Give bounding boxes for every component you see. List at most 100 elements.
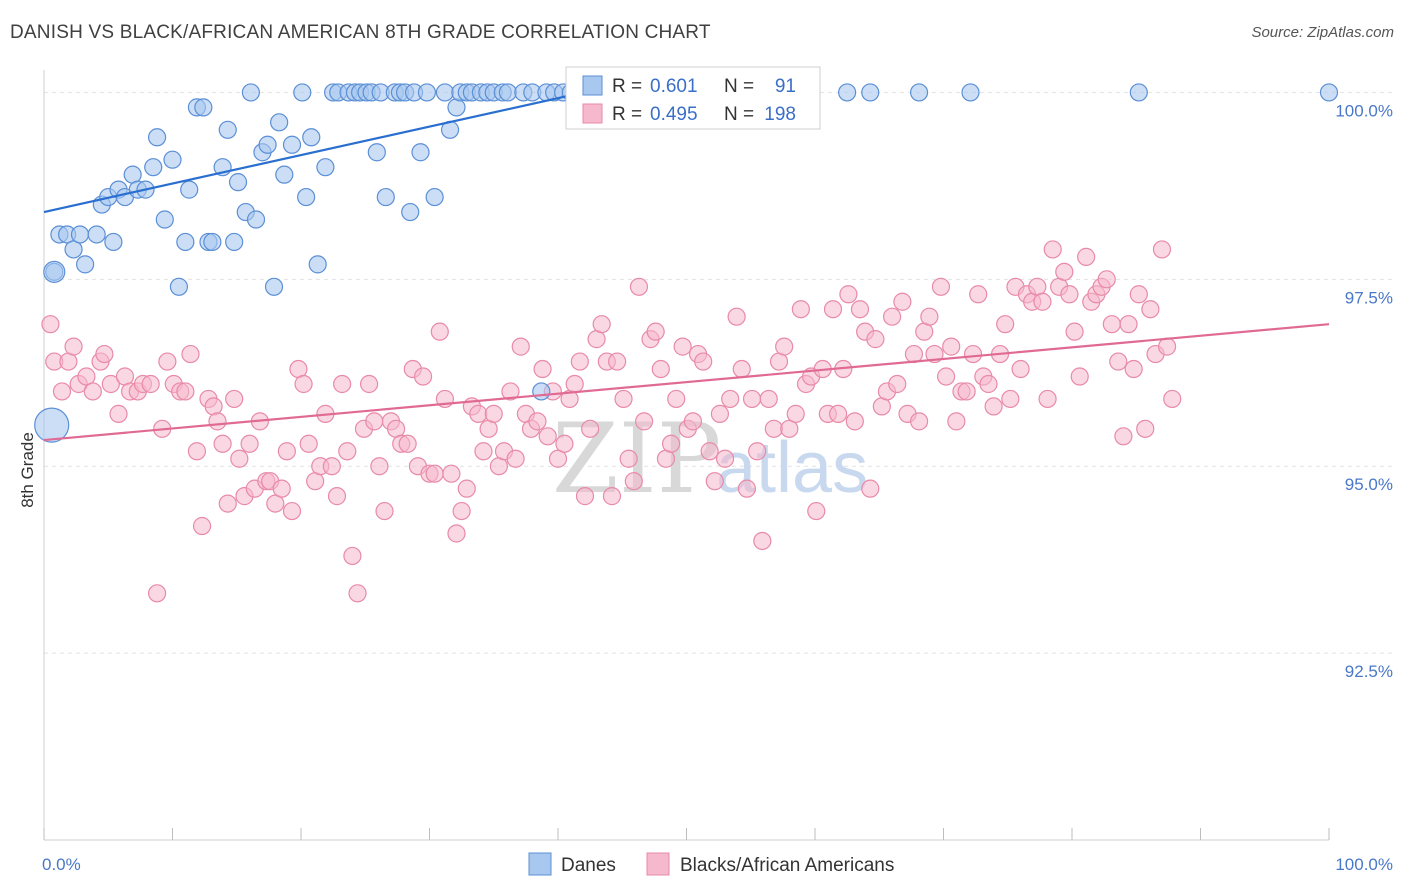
data-point-danes: [264, 277, 284, 296]
data-point-danes: [417, 83, 437, 102]
legend-r-label-blacks: R =: [612, 104, 642, 125]
data-point-blacks: [780, 419, 799, 438]
y-tick-label: 92.5%: [1345, 662, 1393, 681]
data-point-blacks: [348, 584, 367, 603]
data-point-danes-large: [34, 407, 70, 443]
data-point-danes: [76, 255, 95, 274]
data-point-blacks: [957, 382, 976, 401]
data-point-blacks: [1065, 322, 1084, 341]
data-point-blacks: [208, 412, 227, 431]
data-point-danes: [293, 83, 312, 102]
data-point-blacks: [742, 389, 762, 409]
data-point-blacks: [661, 434, 681, 453]
data-point-blacks: [158, 352, 177, 371]
x-tick-label: 100.0%: [1335, 855, 1393, 874]
data-point-danes: [838, 83, 857, 102]
data-point-blacks: [294, 374, 313, 394]
data-point-blacks: [845, 412, 864, 431]
legend-n-label-blacks: N =: [724, 104, 754, 125]
data-point-blacks: [343, 546, 362, 566]
data-point-blacks: [272, 479, 291, 498]
data-point-blacks: [1136, 419, 1155, 438]
data-point-blacks: [969, 285, 988, 304]
data-point-blacks: [839, 285, 858, 304]
data-point-danes: [282, 135, 302, 154]
data-point-blacks: [575, 487, 595, 506]
grid-lines: [44, 91, 1394, 654]
data-point-blacks: [277, 442, 296, 461]
data-point-blacks: [931, 277, 951, 296]
data-point-danes: [447, 98, 466, 117]
data-point-blacks: [77, 367, 96, 386]
data-point-blacks: [732, 359, 751, 379]
data-point-blacks: [109, 404, 128, 423]
legend-swatch-danes: [582, 75, 603, 96]
data-point-danes: [70, 225, 90, 244]
data-point-danes: [401, 202, 420, 222]
data-point-danes: [225, 232, 244, 252]
data-point-blacks: [700, 442, 719, 461]
data-point-danes: [180, 180, 199, 199]
data-point-blacks: [425, 464, 444, 483]
bottom-legend-label-blacks: Blacks/African Americans: [680, 855, 894, 876]
data-point-blacks: [984, 397, 1003, 416]
data-point-blacks: [1114, 427, 1133, 446]
data-point-blacks: [452, 501, 471, 521]
data-point-blacks: [176, 382, 195, 401]
data-point-danes: [258, 135, 277, 154]
data-point-danes: [104, 232, 123, 252]
data-point-danes: [64, 240, 83, 259]
data-point-blacks: [430, 322, 449, 341]
data-point-blacks: [791, 300, 810, 319]
data-point-blacks: [936, 367, 956, 386]
data-point-blacks: [95, 344, 114, 364]
data-point-blacks: [614, 389, 633, 409]
data-point-danes: [308, 255, 327, 274]
watermark-atlas: atlas: [716, 428, 868, 508]
data-point-blacks: [1033, 292, 1052, 311]
data-point-blacks: [673, 337, 692, 356]
legend-r-value-blacks: 0.495: [650, 104, 698, 125]
data-point-danes: [194, 98, 213, 117]
data-point-blacks: [565, 374, 584, 394]
data-point-blacks: [850, 300, 870, 319]
data-point-blacks: [715, 449, 735, 468]
data-point-blacks: [705, 472, 724, 491]
data-point-blacks: [920, 307, 939, 326]
data-point-blacks: [1124, 359, 1143, 379]
data-point-blacks: [759, 389, 778, 409]
bottom-legend-swatch-blacks: [646, 852, 670, 876]
data-point-blacks: [979, 374, 998, 394]
data-point-blacks: [737, 479, 756, 498]
data-point-blacks: [1163, 389, 1182, 409]
data-point-blacks: [1070, 367, 1089, 386]
data-point-danes: [241, 83, 260, 102]
data-point-blacks: [484, 404, 503, 423]
data-point-blacks: [829, 404, 848, 423]
series-legend: Danes Blacks/African Americans: [528, 852, 894, 876]
data-point-blacks: [218, 494, 237, 513]
axes: [43, 70, 1330, 841]
legend-n-value-danes: 91: [775, 76, 796, 97]
data-point-danes: [302, 128, 321, 147]
data-point-blacks: [375, 501, 394, 521]
y-tick-label: 95.0%: [1345, 475, 1393, 494]
data-point-danes: [532, 382, 551, 401]
data-point-blacks: [646, 322, 665, 341]
data-point-blacks: [533, 359, 552, 379]
data-point-blacks: [1043, 240, 1062, 259]
legend-n-value-blacks: 198: [764, 104, 796, 125]
legend-r-label-danes: R =: [612, 76, 642, 97]
data-point-danes: [297, 187, 316, 207]
source-label: Source: ZipAtlas.com: [1251, 24, 1394, 41]
data-point-blacks: [807, 501, 826, 521]
data-point-blacks: [947, 412, 966, 431]
y-tick-label: 97.5%: [1345, 288, 1393, 307]
data-point-blacks: [299, 434, 318, 453]
data-point-danes: [1129, 83, 1148, 102]
data-point-blacks: [1097, 270, 1116, 289]
data-point-blacks: [1060, 285, 1079, 304]
data-point-blacks: [266, 494, 285, 513]
data-point-blacks: [555, 434, 574, 453]
data-point-danes: [498, 83, 517, 102]
